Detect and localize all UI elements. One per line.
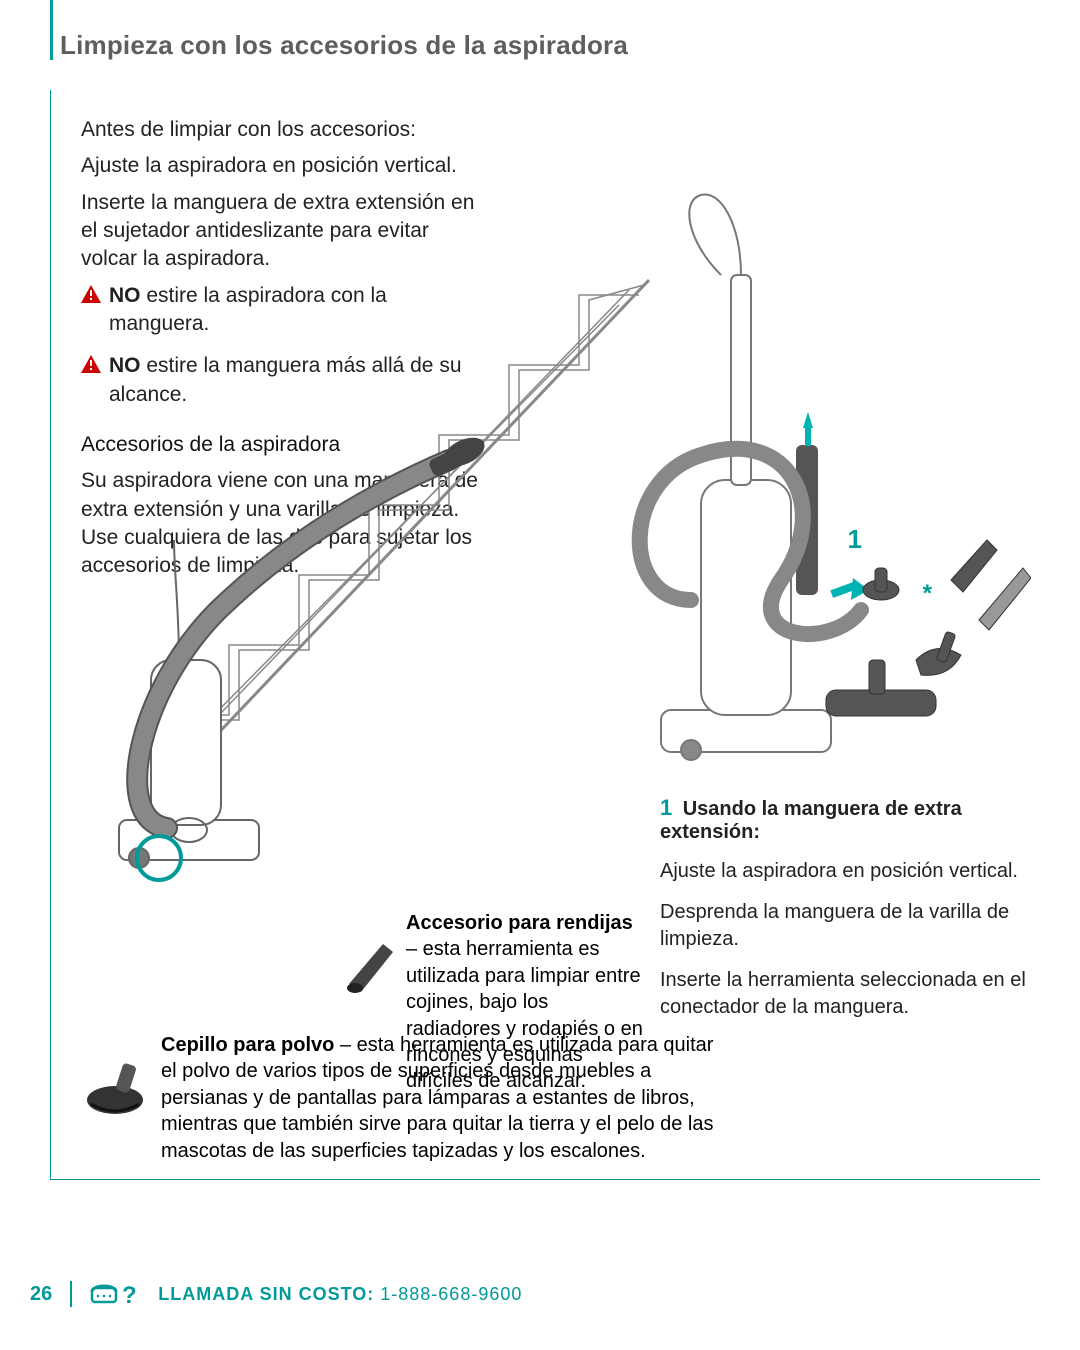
intro-line-1: Antes de limpiar con los accesorios: xyxy=(81,116,486,144)
footer-label: LLAMADA SIN COSTO: xyxy=(158,1284,374,1304)
step-1-p2: Desprenda la manguera de la varilla de l… xyxy=(660,899,1040,953)
step-1-heading: 1 Usando la manguera de extra extensión: xyxy=(660,795,1040,844)
brush-text: Cepillo para polvo – esta herramienta es… xyxy=(161,1032,717,1164)
diagram-step-number: 1 xyxy=(848,524,862,555)
phone-question-icon: ? xyxy=(90,1280,140,1308)
crevice-tool-icon xyxy=(341,938,397,998)
brush-block: Cepillo para polvo – esta herramienta es… xyxy=(161,1032,717,1164)
title-rule xyxy=(50,0,53,60)
content-frame: Antes de limpiar con los accesorios: Aju… xyxy=(50,90,1040,1180)
crevice-head: Accesorio para rendijas xyxy=(406,912,633,934)
step-1-title: Usando la manguera de extra extensión: xyxy=(660,798,962,843)
brush-head: Cepillo para polvo xyxy=(161,1034,334,1056)
page-title: Limpieza con los accesorios de la aspira… xyxy=(60,30,628,61)
footer-divider xyxy=(70,1281,72,1307)
page-footer: 26 ? LLAMADA SIN COSTO: 1-888-668-9600 xyxy=(30,1280,522,1308)
step-1-p3: Inserte la herramienta seleccionada en e… xyxy=(660,967,1040,1021)
step-1-p1: Ajuste la aspiradora en posición vertica… xyxy=(660,858,1040,885)
page-number: 26 xyxy=(30,1283,52,1306)
intro-line-2: Ajuste la aspiradora en posición vertica… xyxy=(81,152,486,180)
step-1-column: 1 Usando la manguera de extra extensión:… xyxy=(660,795,1040,1021)
diagram-star: * xyxy=(923,580,932,608)
footer-text: LLAMADA SIN COSTO: 1-888-668-9600 xyxy=(158,1284,522,1305)
stairs-vacuum-illustration xyxy=(79,210,679,960)
step-1-number: 1 xyxy=(660,795,672,821)
brush-tool-icon xyxy=(85,1058,151,1118)
svg-text:?: ? xyxy=(122,1282,137,1308)
footer-phone: 1-888-668-9600 xyxy=(380,1284,522,1304)
attachment-vacuum-illustration xyxy=(631,180,1031,770)
